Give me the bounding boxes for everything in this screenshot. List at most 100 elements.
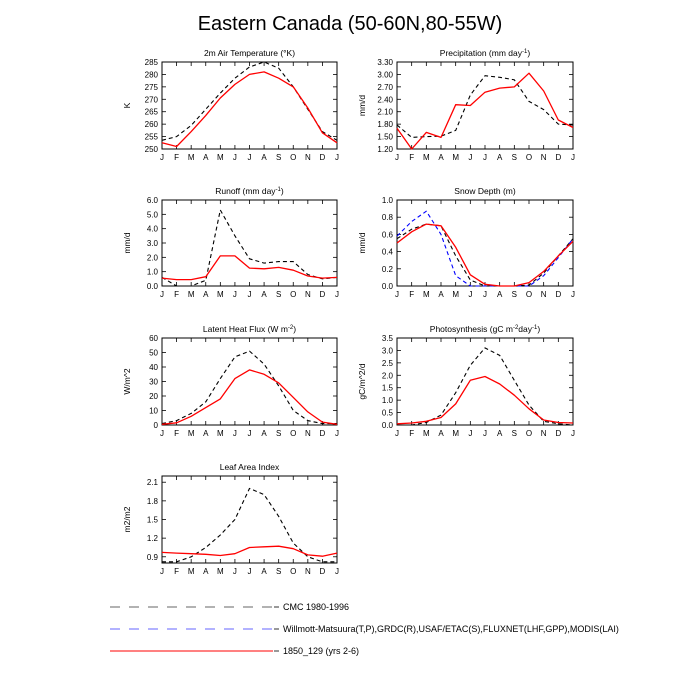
chart-title: Snow Depth (m) <box>454 186 516 196</box>
chart-panel-2m-air-temperature-k: 2m Air Temperature (°K)J F M A M J J A S O N D J2502… <box>122 48 339 162</box>
series-line-cmc <box>162 487 337 563</box>
x-tick-label: A <box>203 429 209 438</box>
x-tick-label: M <box>423 290 430 299</box>
x-tick-label: S <box>276 153 281 162</box>
x-tick-label: J <box>335 290 339 299</box>
x-tick-label: J <box>571 429 575 438</box>
x-tick-label: J <box>335 429 339 438</box>
y-tick-label: 1.80 <box>377 120 393 129</box>
x-tick-label: A <box>497 429 503 438</box>
x-tick-label: A <box>438 429 444 438</box>
x-tick-label: J <box>248 290 252 299</box>
legend-label: Willmott-Matsuura(T,P),GRDC(R),USAF/ETAC… <box>283 624 619 634</box>
x-tick-label: M <box>423 153 430 162</box>
x-tick-label: M <box>452 153 459 162</box>
y-tick-label: 2.0 <box>382 371 394 380</box>
y-tick-label: 1.0 <box>382 196 394 205</box>
chart-title: Precipitation (mm day-1) <box>440 48 531 58</box>
y-axis-label: m2/m2 <box>122 506 132 532</box>
x-tick-label: S <box>512 153 517 162</box>
y-tick-label: 2.0 <box>147 253 159 262</box>
x-tick-label: N <box>541 153 547 162</box>
chart-panel-snow-depth-m: Snow Depth (m)J F M A M J J A S O N D J0.00.20.40.60… <box>357 186 575 299</box>
x-tick-label: M <box>452 429 459 438</box>
x-tick-label: D <box>320 290 326 299</box>
y-tick-label: 0 <box>154 421 159 430</box>
x-tick-label: F <box>174 567 179 576</box>
x-tick-label: N <box>541 429 547 438</box>
x-tick-label: F <box>409 290 414 299</box>
y-tick-label: 1.20 <box>377 145 393 154</box>
y-axis-label: mm/d <box>122 232 132 254</box>
series-line-1850-129 <box>396 223 574 287</box>
x-tick-label: O <box>290 429 296 438</box>
y-tick-label: 250 <box>145 145 159 154</box>
x-tick-label: O <box>290 290 296 299</box>
legend-label: CMC 1980-1996 <box>283 602 349 612</box>
y-axis-label: mm/d <box>357 95 367 117</box>
x-tick-label: S <box>512 290 517 299</box>
x-tick-label: S <box>276 567 281 576</box>
chart-title: 2m Air Temperature (°K) <box>204 48 295 58</box>
x-tick-label: N <box>305 153 311 162</box>
x-tick-label: J <box>468 290 472 299</box>
x-tick-label: A <box>497 290 503 299</box>
y-tick-label: 2.70 <box>377 83 393 92</box>
x-tick-label: J <box>335 567 339 576</box>
y-tick-label: 2.1 <box>147 478 159 487</box>
series-line-willmott-matsuura-t-p-grdc-r-usaf-etac-s-fluxnet-lhf-gpp-modis-lai <box>396 210 574 287</box>
y-tick-label: 0.9 <box>147 553 159 562</box>
x-tick-label: S <box>512 429 517 438</box>
series-line-1850-129 <box>396 72 574 150</box>
x-tick-label: D <box>320 153 326 162</box>
x-tick-label: J <box>248 567 252 576</box>
series-line-cmc <box>396 75 574 138</box>
plots-area: 2m Air Temperature (°K)J F M A M J J A S O N D J2502… <box>122 48 575 576</box>
y-tick-label: 270 <box>145 95 159 104</box>
y-tick-label: 2.40 <box>377 95 393 104</box>
y-tick-label: 5.0 <box>147 210 159 219</box>
y-tick-label: 4.0 <box>147 225 159 234</box>
x-tick-label: N <box>305 290 311 299</box>
x-tick-label: S <box>276 429 281 438</box>
x-tick-label: M <box>452 290 459 299</box>
series-line-1850-129 <box>396 375 574 425</box>
x-tick-label: J <box>468 429 472 438</box>
x-tick-label: J <box>571 290 575 299</box>
x-tick-label: O <box>526 153 532 162</box>
x-tick-label: D <box>320 567 326 576</box>
series-line-1850-129 <box>161 71 338 148</box>
x-tick-label: J <box>248 153 252 162</box>
x-tick-label: A <box>203 153 209 162</box>
series-line-cmc <box>397 347 574 426</box>
x-tick-label: N <box>305 567 311 576</box>
x-tick-label: A <box>438 290 444 299</box>
x-tick-label: M <box>217 567 224 576</box>
chart-title: Runoff (mm day-1) <box>215 186 284 196</box>
x-tick-label: M <box>423 429 430 438</box>
x-tick-label: A <box>261 290 267 299</box>
x-tick-label: M <box>188 153 195 162</box>
x-tick-label: O <box>290 567 296 576</box>
x-tick-label: F <box>409 429 414 438</box>
y-tick-label: 1.50 <box>377 133 393 142</box>
chart-panel-runoff-mm-day-1: Runoff (mm day-1)J F M A M J J A S O N D J0.01.02.03… <box>122 186 339 299</box>
x-tick-label: D <box>320 429 326 438</box>
y-tick-label: 2.5 <box>382 359 394 368</box>
series-line-cmc <box>161 350 337 425</box>
y-axis-label: mm/d <box>357 232 367 254</box>
x-tick-label: J <box>395 429 399 438</box>
chart-panel-photosynthesis-gc-m-2day-1: Photosynthesis (gC m-2day-1)J F M A M J J A S O N D… <box>357 324 575 438</box>
chart-title: Leaf Area Index <box>220 462 280 472</box>
y-tick-label: 3.0 <box>147 239 159 248</box>
plot-frame <box>161 199 338 287</box>
y-tick-label: 0.4 <box>382 248 394 257</box>
chart-title: Latent Heat Flux (W m-2) <box>203 324 296 334</box>
y-tick-label: 275 <box>145 83 159 92</box>
legend-item-3: 1850_129 (yrs 2-6) <box>110 646 359 656</box>
series-line-cmc <box>161 209 338 287</box>
x-tick-label: D <box>555 429 561 438</box>
x-tick-label: F <box>409 153 414 162</box>
